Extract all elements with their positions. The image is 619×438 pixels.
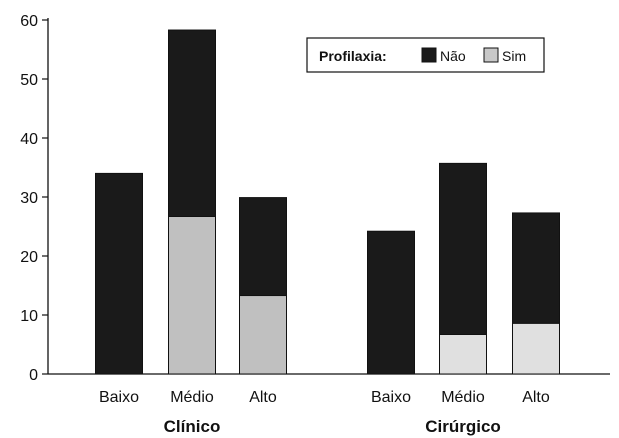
group-label: Clínico bbox=[164, 417, 221, 436]
group-label: Cirúrgico bbox=[425, 417, 501, 436]
legend-label-sim: Sim bbox=[502, 48, 526, 64]
bar-nao bbox=[367, 230, 415, 375]
bar-sim bbox=[512, 322, 560, 375]
y-tick-label: 60 bbox=[20, 13, 38, 30]
bar-nao bbox=[168, 29, 216, 217]
bar-nao bbox=[95, 172, 143, 375]
legend-label-nao: Não bbox=[440, 48, 466, 64]
y-tick-label: 50 bbox=[20, 72, 38, 89]
y-tick-label: 20 bbox=[20, 249, 38, 266]
legend-swatch-nao bbox=[421, 47, 437, 63]
legend: Profilaxia: Não Sim bbox=[306, 37, 545, 73]
y-tick-label: 0 bbox=[29, 367, 38, 384]
bar-nao bbox=[239, 197, 287, 297]
bar-nao bbox=[512, 212, 560, 324]
bar-sim bbox=[239, 295, 287, 375]
y-tick-label: 30 bbox=[20, 190, 38, 207]
x-axis-labels: Baixo Médio Alto Clínico Baixo Médio Alto Cirúr… bbox=[99, 389, 550, 436]
bars bbox=[95, 29, 560, 375]
legend-swatch-sim bbox=[483, 47, 499, 63]
y-tick-label: 10 bbox=[20, 308, 38, 325]
bar-nao bbox=[439, 162, 487, 335]
x-tick-label: Médio bbox=[170, 389, 214, 406]
bar-sim bbox=[439, 333, 487, 375]
x-tick-label: Médio bbox=[441, 389, 485, 406]
x-tick-label: Alto bbox=[249, 389, 277, 406]
x-tick-label: Alto bbox=[522, 389, 550, 406]
x-tick-label: Baixo bbox=[99, 389, 139, 406]
legend-title: Profilaxia: bbox=[319, 48, 387, 64]
x-tick-label: Baixo bbox=[371, 389, 411, 406]
bar-sim bbox=[168, 215, 216, 375]
y-tick-label: 40 bbox=[20, 131, 38, 148]
